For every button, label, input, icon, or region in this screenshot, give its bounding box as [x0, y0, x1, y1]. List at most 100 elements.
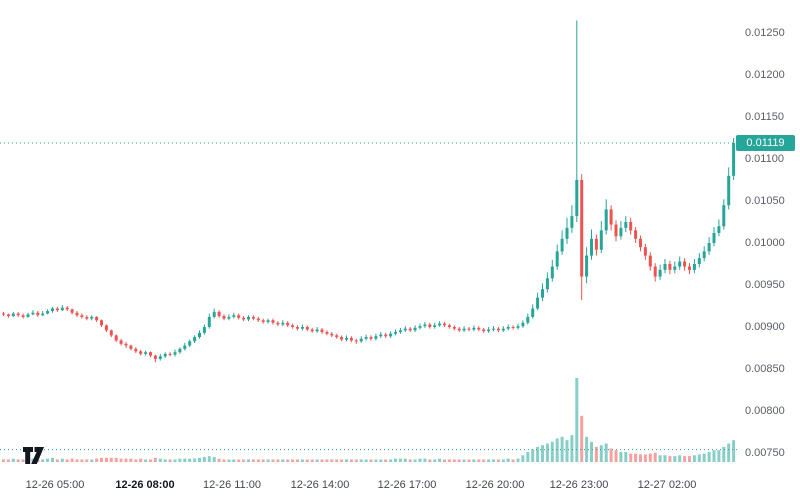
volume-bar [6, 459, 10, 462]
candle-body [629, 222, 633, 231]
candle-body [555, 251, 559, 267]
candle [359, 336, 363, 343]
volume-bar [590, 441, 593, 462]
candle [501, 326, 505, 333]
volume-bar [217, 458, 221, 462]
volume-bar [545, 443, 549, 462]
volume-bar [643, 454, 647, 462]
candle-body [315, 329, 319, 332]
time-tick-label: 12-26 11:00 [203, 479, 261, 491]
candle [457, 327, 461, 333]
candle-body [550, 266, 554, 279]
candle [702, 246, 706, 262]
candle [325, 330, 329, 336]
candle [340, 335, 344, 342]
candle [139, 349, 143, 356]
candle [614, 220, 618, 242]
volume-bar [354, 459, 358, 462]
volume-bar [330, 459, 334, 462]
volume-bar [477, 459, 481, 462]
candle-body [247, 316, 250, 320]
candle [668, 260, 672, 275]
volume-bar [310, 459, 314, 462]
volume-bar [462, 459, 466, 462]
candle [6, 313, 10, 318]
volume-bar [124, 458, 128, 462]
candle-body [722, 205, 726, 227]
price-tick-label: 0.01000 [745, 237, 785, 249]
candle [222, 314, 226, 321]
candle [281, 320, 285, 327]
candle [663, 258, 667, 274]
candle-body [408, 328, 412, 331]
candle-body [149, 352, 152, 356]
volume-bar [202, 456, 206, 462]
candle [70, 308, 74, 315]
volume-bar [232, 459, 236, 462]
candle-body [536, 297, 540, 309]
candle-body [570, 216, 574, 228]
candle [55, 306, 59, 312]
candle-body [609, 209, 613, 225]
candle [531, 304, 535, 319]
volume-bar [398, 458, 402, 462]
candle-body [492, 328, 495, 330]
volume-bar [447, 459, 451, 462]
candle [26, 312, 30, 318]
volume-bar [575, 378, 579, 462]
tradingview-logo-glyph-1 [23, 447, 33, 464]
volume-bar [188, 458, 192, 462]
candle-body [222, 316, 226, 319]
candle [46, 309, 50, 315]
volume-bar [281, 459, 285, 462]
candle [683, 258, 687, 271]
candle-body [506, 327, 510, 329]
candle-body [487, 329, 491, 332]
candle [134, 347, 138, 354]
candle-body [413, 327, 417, 331]
volume-bar [467, 459, 471, 462]
volume-bar [276, 459, 280, 462]
volume-bar [80, 459, 84, 462]
candle [653, 263, 657, 282]
candle-body [599, 230, 603, 250]
volume-bar [717, 450, 721, 462]
candle-body [678, 261, 682, 267]
candle [251, 315, 255, 321]
candle-body [158, 356, 162, 359]
candle [492, 326, 495, 332]
candle-body [668, 264, 672, 270]
candle-body [325, 332, 329, 334]
candle [2, 311, 5, 317]
chart-plot-area[interactable] [0, 0, 737, 470]
candle-body [438, 323, 442, 326]
volume-bar [516, 458, 520, 462]
candle [428, 322, 432, 329]
volume-bar [536, 446, 540, 462]
candle [643, 243, 647, 260]
volume-bar [300, 459, 304, 462]
candle-body [683, 261, 687, 267]
candle-body [300, 327, 304, 329]
volume-bar [153, 457, 157, 462]
volume-bar [129, 458, 133, 462]
volume-bar [531, 449, 535, 462]
volume-bar [242, 459, 246, 462]
candle-body [144, 352, 148, 354]
candle-body [291, 325, 295, 327]
candle-body [604, 209, 608, 231]
tradingview-logo[interactable] [22, 444, 52, 468]
volume-bar [653, 452, 657, 462]
candle-body [114, 335, 118, 341]
candle [232, 312, 236, 319]
volume-bar [580, 415, 584, 462]
volume-bar [222, 459, 226, 462]
volume-bar [266, 459, 270, 462]
candle [433, 322, 437, 329]
volume-bar [413, 459, 417, 462]
candle [315, 327, 319, 333]
volume-bar [173, 459, 177, 462]
candle-body [384, 334, 388, 337]
candle [629, 217, 633, 235]
